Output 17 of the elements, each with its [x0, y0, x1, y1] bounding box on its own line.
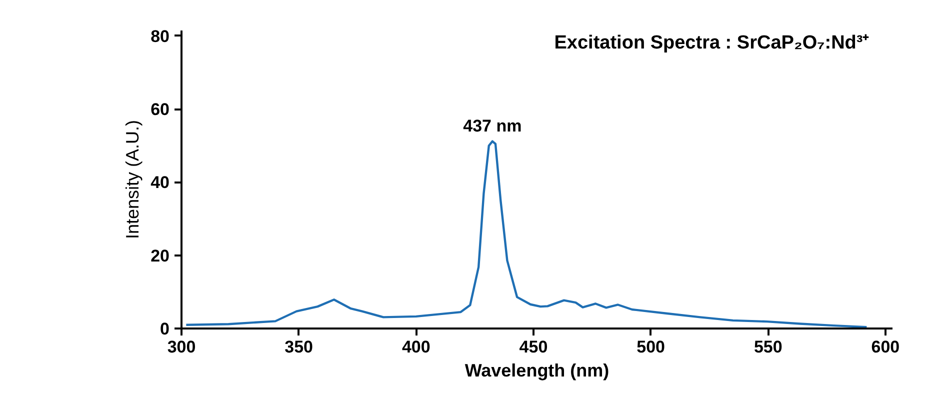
chart-title: Excitation Spectra : SrCaP₂O₇:Nd³⁺	[554, 32, 870, 54]
x-tick-label: 600	[871, 338, 900, 356]
y-tick-label: 80	[150, 26, 170, 46]
y-axis-title: Intensity (A.U.)	[122, 120, 143, 240]
x-tick-label: 350	[284, 338, 314, 356]
x-tick-label: 300	[167, 338, 196, 356]
x-tick-label: 500	[636, 338, 665, 356]
x-axis-title: Wavelength (nm)	[464, 360, 610, 380]
x-tick-label: 450	[519, 338, 548, 356]
y-tick-label: 60	[150, 100, 170, 120]
y-tick-label: 40	[150, 173, 170, 192]
x-tick-label: 550	[754, 338, 782, 356]
line-series	[185, 140, 868, 328]
y-tick-label: 0	[160, 320, 170, 338]
x-tick-label: 400	[402, 338, 430, 356]
y-tick-label: 20	[150, 246, 170, 266]
annotation: 437 nm	[463, 116, 522, 136]
